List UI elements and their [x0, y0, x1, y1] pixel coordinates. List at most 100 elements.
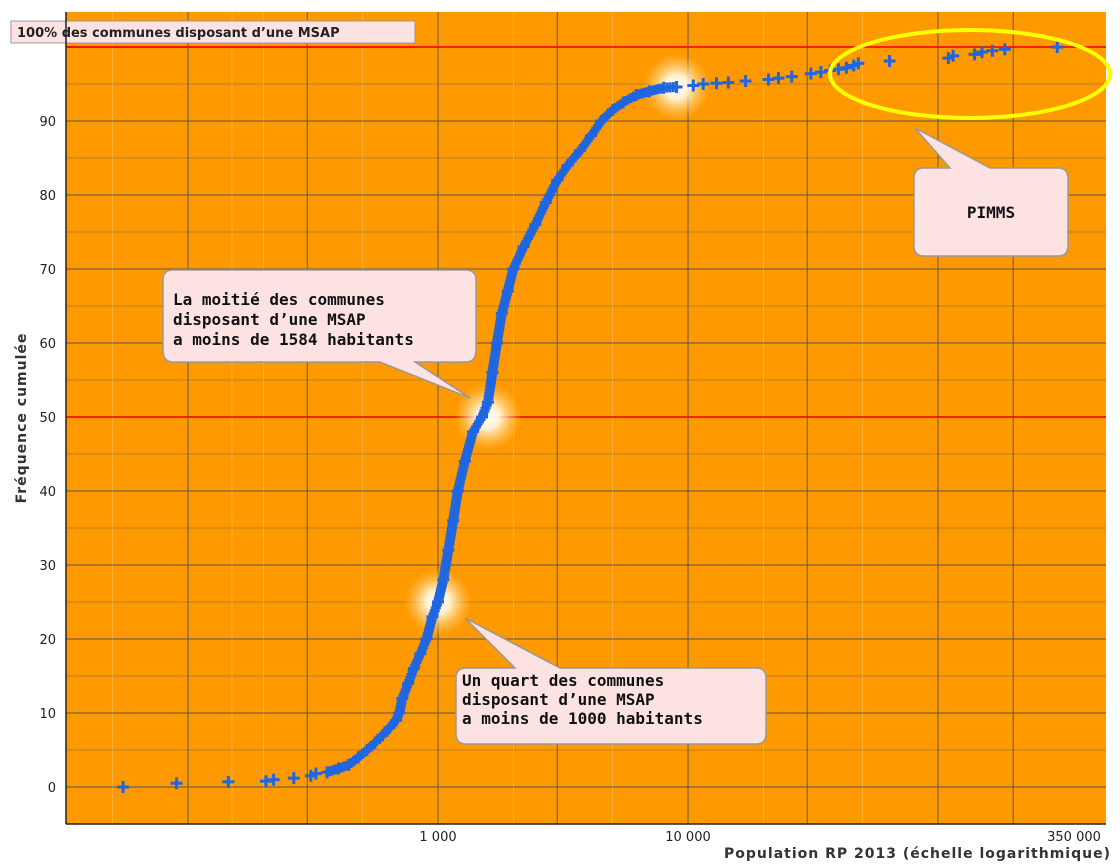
y-tick-label: 60	[39, 337, 56, 352]
data-point	[986, 44, 999, 57]
callout-pimms: PIMMS	[913, 127, 1069, 257]
data-point	[670, 80, 683, 93]
data-point	[1051, 41, 1064, 53]
x-axis-title: Population RP 2013 (échelle logarithmiqu…	[724, 846, 1111, 862]
data-point	[697, 78, 710, 90]
data-point	[710, 77, 723, 90]
data-point	[643, 85, 656, 98]
data-point	[595, 115, 608, 127]
data-point	[804, 67, 817, 80]
data-point	[585, 129, 598, 142]
data-point	[551, 174, 564, 187]
callout-quartile-line-2: disposant d’une MSAP	[462, 690, 655, 709]
data-point	[369, 736, 382, 749]
data-point	[267, 773, 280, 786]
data-point	[383, 721, 396, 734]
y-tick-label: 50	[39, 411, 56, 426]
callout-pimms-label: PIMMS	[967, 203, 1015, 222]
y-tick-label: 80	[39, 189, 56, 204]
data-point	[561, 159, 574, 172]
data-point	[630, 89, 643, 102]
data-point	[117, 781, 130, 793]
y-tick-label: 70	[39, 263, 56, 278]
data-point	[447, 514, 460, 527]
data-point	[617, 96, 630, 109]
data-point	[976, 46, 989, 59]
callout-median-line-2: disposant d’une MSAP	[173, 310, 366, 329]
reference-100-tag: 100% des communes disposant d’une MSAP	[10, 20, 416, 44]
data-point	[426, 610, 439, 623]
data-point	[376, 729, 389, 742]
data-point	[481, 396, 494, 409]
reference-100-label: 100% des communes disposant d’une MSAP	[17, 26, 340, 41]
callout-quartile-line-3: a moins de 1000 habitants	[462, 709, 703, 728]
data-point	[785, 70, 798, 83]
callout-quartile-bubble	[455, 617, 767, 745]
data-point	[486, 366, 499, 379]
data-point	[466, 425, 479, 438]
data-point	[852, 57, 865, 70]
data-point	[442, 544, 455, 557]
x-tick-label: 10 000	[665, 830, 711, 845]
y-tick-label: 0	[48, 781, 56, 796]
data-points	[117, 41, 1064, 793]
data-point	[539, 196, 552, 209]
x-tick-label: 1 000	[419, 830, 456, 845]
data-point	[432, 596, 444, 608]
data-point	[657, 81, 670, 94]
x-tick-label: 350 000	[1047, 830, 1101, 845]
data-point	[517, 240, 530, 253]
x-axis-ticks: 1 000 10 000 350 000	[65, 12, 1106, 845]
data-point	[352, 751, 365, 764]
callout-quartile: Un quart des communes disposant d’une MS…	[455, 617, 767, 745]
y-axis-title: Fréquence cumulée	[14, 333, 30, 504]
data-point	[390, 714, 403, 727]
data-point	[402, 677, 415, 690]
data-point	[722, 76, 735, 89]
data-point	[321, 766, 334, 779]
y-tick-label: 20	[39, 633, 56, 648]
data-point	[574, 144, 587, 157]
callout-quartile-line-1: Un quart des communes	[462, 671, 664, 690]
y-tick-label: 10	[39, 707, 56, 722]
reference-100-tag-box	[10, 20, 416, 44]
data-point	[342, 758, 355, 771]
data-point	[739, 75, 752, 88]
callout-pimms-bubble	[913, 127, 1069, 257]
data-point	[840, 61, 853, 74]
data-point	[998, 43, 1011, 56]
data-point	[772, 72, 785, 85]
data-point	[507, 263, 520, 275]
pimms-highlight-ellipse	[828, 28, 1112, 120]
y-tick-label: 30	[39, 559, 56, 574]
y-axis-ticks: 0 10 20 30 40 50 60 70 80 90	[39, 115, 56, 796]
data-point	[332, 762, 345, 775]
data-point	[495, 307, 508, 320]
data-point	[883, 55, 896, 68]
data-point	[606, 103, 619, 116]
callout-median-bubble	[162, 269, 477, 399]
data-point	[968, 48, 981, 61]
callout-median-line-3: a moins de 1584 habitants	[173, 330, 414, 349]
callout-median: La moitié des communes disposant d’une M…	[162, 269, 477, 399]
callout-median-line-1: La moitié des communes	[173, 290, 385, 309]
reference-lines	[66, 46, 1106, 418]
data-point	[414, 647, 427, 660]
y-tick-label: 90	[39, 115, 56, 130]
data-point	[222, 775, 235, 788]
data-point	[393, 707, 406, 719]
data-point	[529, 218, 542, 231]
data-point	[407, 662, 420, 675]
data-point	[420, 633, 433, 645]
data-point	[309, 767, 322, 780]
data-point	[170, 777, 183, 790]
data-point	[947, 49, 960, 62]
y-tick-label: 40	[39, 485, 56, 500]
data-point	[490, 337, 503, 349]
data-point	[458, 455, 471, 468]
data-point	[361, 744, 374, 756]
data-point	[476, 411, 489, 423]
data-point	[396, 692, 409, 705]
data-point	[437, 573, 450, 586]
